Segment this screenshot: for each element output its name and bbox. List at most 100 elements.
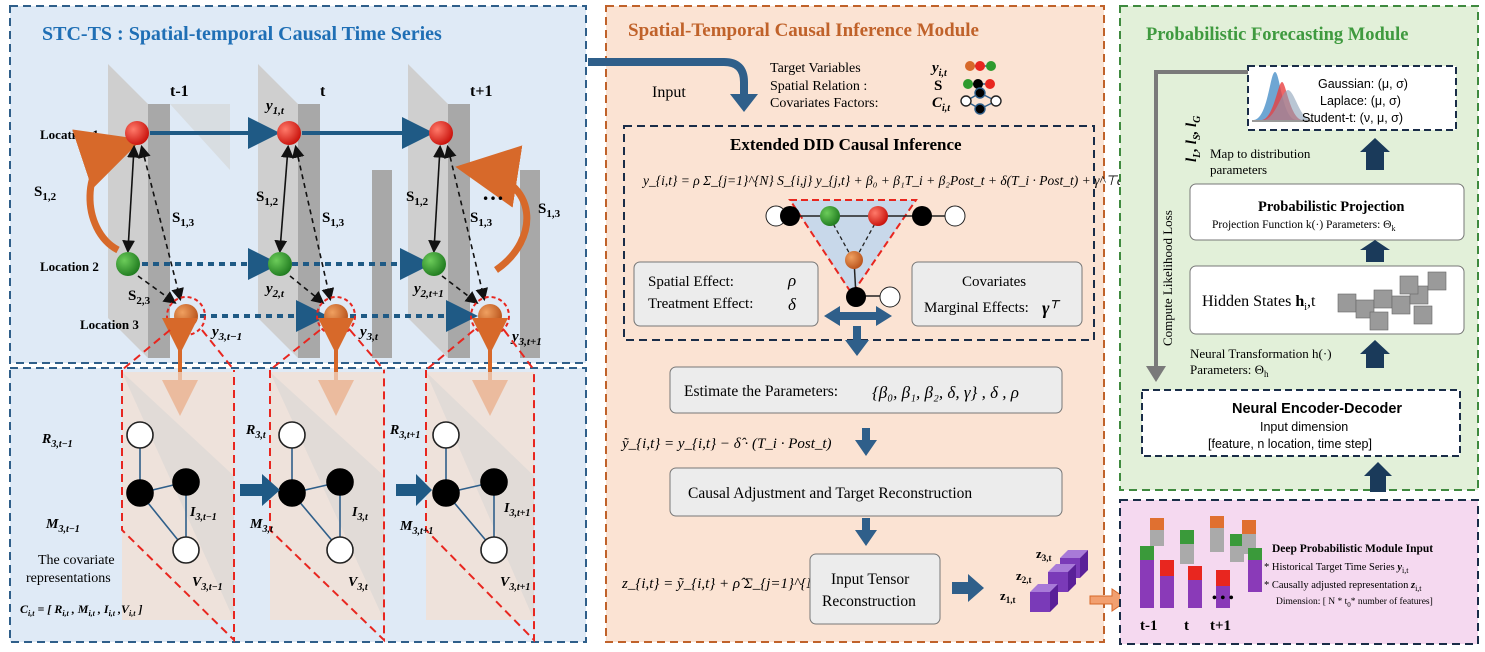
- node-l1-t: [277, 121, 301, 145]
- arrow-up-4: [1364, 462, 1392, 492]
- label-y2tp1: y2,t+1: [412, 281, 444, 300]
- hidden-label: Hidden States hi,t: [1202, 293, 1316, 313]
- loss-arrow: [1154, 70, 1248, 370]
- deep-l2: * Causally adjusted representation zi,t: [1264, 580, 1422, 593]
- curve-s13-right: [455, 145, 531, 273]
- deep-time-tp1: t+1: [1210, 618, 1231, 634]
- cov-planes: [122, 372, 534, 620]
- node-l3-tp1: [478, 304, 502, 328]
- location-1-label: Location 1: [40, 127, 99, 142]
- proj-sub: Projection Function k(·) Parameters: Θk: [1212, 219, 1396, 233]
- cov-graph-tp1: [432, 421, 508, 564]
- spatial-effect-symbol: ρ: [787, 271, 796, 290]
- arrow-up-3: [1360, 340, 1390, 368]
- cov-effect-label: Marginal Effects:: [924, 300, 1029, 316]
- cov-v-tp1: V3,t+1: [500, 575, 530, 593]
- label-y3tm1: y3,t−1: [210, 324, 242, 343]
- label-s12-t: S1,2: [256, 189, 279, 208]
- cov-graph-tm1: [126, 421, 200, 564]
- arrow-to-z: [952, 574, 984, 602]
- node-l3-tm1: [174, 304, 198, 328]
- label-y3t: y3,t: [358, 324, 379, 343]
- input-tensor-1: Input Tensor: [831, 571, 910, 588]
- left-title: STC-TS : Spatial-temporal Causal Time Se…: [42, 23, 442, 45]
- legend-target: Target Variables: [770, 61, 861, 76]
- deep-box: [1119, 499, 1479, 645]
- did-graph: [765, 199, 966, 308]
- time-label-t: t: [320, 83, 326, 100]
- node-l2-tp1: [422, 252, 446, 276]
- time-label-tp1: t+1: [470, 83, 492, 100]
- compute-loss: Compute Likelihood Loss: [1160, 210, 1175, 346]
- label-y3tp1: y3,t+1: [510, 329, 542, 348]
- node-l2-tm1: [116, 252, 140, 276]
- dist-laplace: Laplace: (μ, σ): [1320, 94, 1401, 108]
- label-s13-tm1: S1,3: [172, 210, 195, 229]
- deep-l3: Dimension: [ N * t0* number of features]: [1276, 596, 1433, 609]
- z1-label: z1,t: [1000, 588, 1016, 605]
- cov-r-tp1: R3,t+1: [389, 423, 420, 441]
- treatment-effect-symbol: δ: [788, 295, 797, 314]
- z2-label: z2,t: [1016, 568, 1032, 585]
- cov-text-2: representations: [26, 571, 111, 586]
- deep-ellipsis: • • •: [1212, 591, 1234, 606]
- adjust-formula: ỹ_{i,t} = y_{i,t} − δ̂ · (T_i · Post_t): [620, 436, 832, 452]
- did-double-arrow: [824, 306, 892, 326]
- cov-m-tm1: M3,t−1: [45, 517, 80, 535]
- arrow-up-1: [1360, 138, 1390, 170]
- cov-graph-t: [278, 421, 354, 564]
- did-box: [623, 125, 1095, 341]
- spatial-effect-box: [633, 261, 819, 327]
- cov-r-t: R3,t: [245, 423, 267, 441]
- encdec-box: [1141, 389, 1461, 457]
- cov-m-tp1: M3,t+1: [399, 519, 433, 537]
- left-panel: STC-TS : Spatial-temporal Causal Time Se…: [9, 5, 587, 643]
- right-title: Probabilistic Forecasting Module: [1146, 25, 1408, 45]
- deep-stacks: [1140, 516, 1262, 608]
- did-equation: y_{i,t} = ρ Σ_{j=1}^{N} S_{i,j} y_{j,t} …: [641, 173, 1202, 188]
- proj-title: Probabilistic Projection: [1258, 199, 1404, 215]
- cov-formula: Ci,t = [ Ri,t , Mi,t , Ii,t ,Vi,t ]: [20, 602, 143, 618]
- legend-cov-symbol: Ci,t: [932, 95, 951, 114]
- arrow-cov-2: [396, 474, 432, 506]
- curve-s12-left: [72, 129, 142, 254]
- cov-effect-box: [911, 261, 1083, 327]
- ellipsis-left: …: [482, 180, 504, 205]
- dist-curves: [1252, 72, 1312, 122]
- causal-adjust-box: [669, 467, 1063, 517]
- arrow-up-2: [1360, 240, 1390, 262]
- deep-l1: * Historical Target Time Series yi,t: [1264, 562, 1409, 575]
- dist-gaussian: Gaussian: (μ, σ): [1318, 77, 1408, 91]
- label-s13-curve: S1,3: [538, 201, 561, 220]
- label-y2t: y2,t: [264, 281, 285, 300]
- did-title: Extended DID Causal Inference: [730, 135, 962, 154]
- estimate-params: {β₀, β₁, β₂, δ, γ} , δ , ρ: [872, 383, 1019, 402]
- estimate-label: Estimate the Parameters:: [684, 383, 838, 400]
- input-label: Input: [652, 84, 686, 101]
- label-s13-tp1: S1,3: [470, 210, 493, 229]
- causal-adjust-label: Causal Adjustment and Target Reconstruct…: [688, 485, 972, 502]
- hidden-box: [1189, 265, 1465, 335]
- node-l1-tp1: [429, 121, 453, 145]
- label-s12-left: S1,2: [34, 184, 57, 203]
- legend-cov: Covariates Factors:: [770, 96, 878, 111]
- projection-lines: [121, 329, 535, 371]
- neural-2: Parameters: Θh: [1190, 362, 1269, 379]
- cov-effect-symbol: γ⊤: [1042, 298, 1061, 318]
- estimate-box: [669, 366, 1063, 414]
- middle-title: Spatial-Temporal Causal Inference Module: [628, 20, 979, 41]
- legend-target-symbol: yi,t: [930, 60, 948, 79]
- map-to-1: Map to distribution: [1210, 146, 1311, 161]
- legend-spatial: Spatial Relation :: [770, 79, 867, 94]
- cov-i-t: I3,t: [351, 505, 369, 523]
- middle-panel: Spatial-Temporal Causal Inference Module…: [588, 5, 1202, 643]
- time-label-tm1: t-1: [170, 83, 189, 100]
- deep-title: Deep Probabilistic Module Input: [1272, 543, 1433, 555]
- z3-label: z3,t: [1036, 546, 1052, 563]
- label-y1t: y1,t: [264, 98, 285, 117]
- location-3-label: Location 3: [80, 317, 139, 332]
- cov-i-tp1: I3,t+1: [503, 501, 530, 519]
- location-2-label: Location 2: [40, 259, 99, 274]
- z-cubes: [1030, 550, 1088, 612]
- encdec-l1: Input dimension: [1260, 420, 1348, 434]
